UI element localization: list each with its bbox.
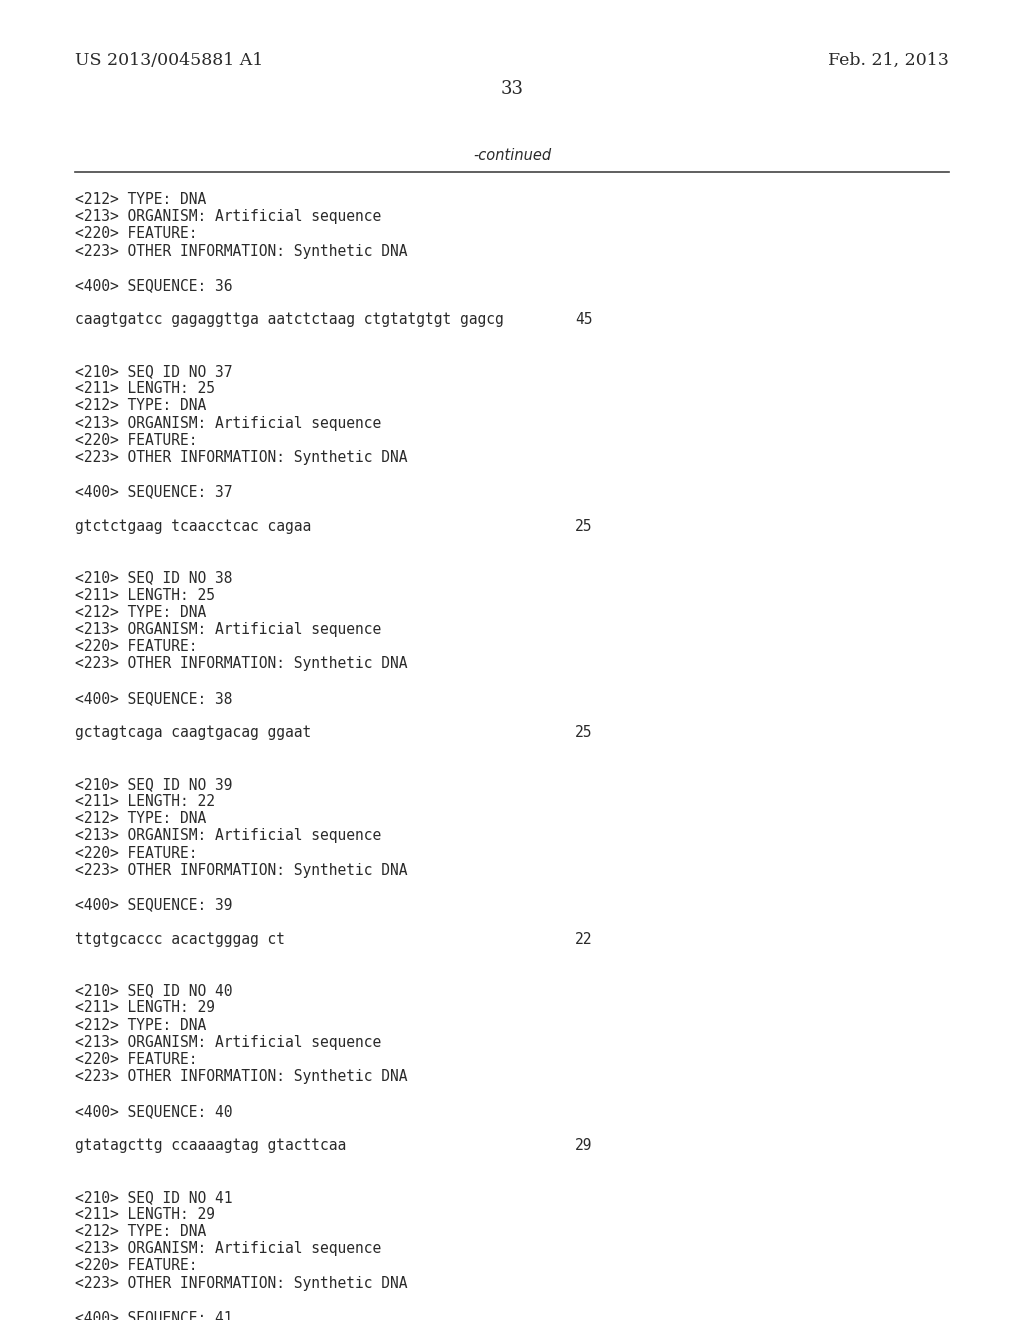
Text: <220> FEATURE:: <220> FEATURE: bbox=[75, 846, 198, 861]
Text: <223> OTHER INFORMATION: Synthetic DNA: <223> OTHER INFORMATION: Synthetic DNA bbox=[75, 450, 408, 465]
Text: 25: 25 bbox=[575, 519, 593, 533]
Text: 45: 45 bbox=[575, 313, 593, 327]
Text: <210> SEQ ID NO 41: <210> SEQ ID NO 41 bbox=[75, 1189, 232, 1205]
Text: <212> TYPE: DNA: <212> TYPE: DNA bbox=[75, 1018, 206, 1032]
Text: <213> ORGANISM: Artificial sequence: <213> ORGANISM: Artificial sequence bbox=[75, 829, 381, 843]
Text: <400> SEQUENCE: 37: <400> SEQUENCE: 37 bbox=[75, 484, 232, 499]
Text: <223> OTHER INFORMATION: Synthetic DNA: <223> OTHER INFORMATION: Synthetic DNA bbox=[75, 244, 408, 259]
Text: <210> SEQ ID NO 40: <210> SEQ ID NO 40 bbox=[75, 983, 232, 998]
Text: <223> OTHER INFORMATION: Synthetic DNA: <223> OTHER INFORMATION: Synthetic DNA bbox=[75, 1275, 408, 1291]
Text: <212> TYPE: DNA: <212> TYPE: DNA bbox=[75, 1224, 206, 1239]
Text: <400> SEQUENCE: 40: <400> SEQUENCE: 40 bbox=[75, 1104, 232, 1118]
Text: <220> FEATURE:: <220> FEATURE: bbox=[75, 433, 198, 447]
Text: <210> SEQ ID NO 38: <210> SEQ ID NO 38 bbox=[75, 570, 232, 585]
Text: <210> SEQ ID NO 37: <210> SEQ ID NO 37 bbox=[75, 364, 232, 379]
Text: <211> LENGTH: 29: <211> LENGTH: 29 bbox=[75, 1001, 215, 1015]
Text: US 2013/0045881 A1: US 2013/0045881 A1 bbox=[75, 51, 263, 69]
Text: <213> ORGANISM: Artificial sequence: <213> ORGANISM: Artificial sequence bbox=[75, 622, 381, 638]
Text: <211> LENGTH: 29: <211> LENGTH: 29 bbox=[75, 1206, 215, 1222]
Text: <211> LENGTH: 22: <211> LENGTH: 22 bbox=[75, 795, 215, 809]
Text: 33: 33 bbox=[501, 81, 523, 98]
Text: <220> FEATURE:: <220> FEATURE: bbox=[75, 1258, 198, 1274]
Text: <210> SEQ ID NO 39: <210> SEQ ID NO 39 bbox=[75, 776, 232, 792]
Text: <400> SEQUENCE: 38: <400> SEQUENCE: 38 bbox=[75, 690, 232, 706]
Text: <212> TYPE: DNA: <212> TYPE: DNA bbox=[75, 191, 206, 207]
Text: <220> FEATURE:: <220> FEATURE: bbox=[75, 639, 198, 655]
Text: <211> LENGTH: 25: <211> LENGTH: 25 bbox=[75, 587, 215, 603]
Text: <220> FEATURE:: <220> FEATURE: bbox=[75, 227, 198, 242]
Text: <223> OTHER INFORMATION: Synthetic DNA: <223> OTHER INFORMATION: Synthetic DNA bbox=[75, 863, 408, 878]
Text: 25: 25 bbox=[575, 725, 593, 741]
Text: <400> SEQUENCE: 36: <400> SEQUENCE: 36 bbox=[75, 279, 232, 293]
Text: <400> SEQUENCE: 39: <400> SEQUENCE: 39 bbox=[75, 898, 232, 912]
Text: gctagtcaga caagtgacag ggaat: gctagtcaga caagtgacag ggaat bbox=[75, 725, 311, 741]
Text: gtctctgaag tcaacctcac cagaa: gtctctgaag tcaacctcac cagaa bbox=[75, 519, 311, 533]
Text: <213> ORGANISM: Artificial sequence: <213> ORGANISM: Artificial sequence bbox=[75, 1035, 381, 1049]
Text: <211> LENGTH: 25: <211> LENGTH: 25 bbox=[75, 381, 215, 396]
Text: ttgtgcaccc acactgggag ct: ttgtgcaccc acactgggag ct bbox=[75, 932, 285, 946]
Text: <212> TYPE: DNA: <212> TYPE: DNA bbox=[75, 605, 206, 620]
Text: <220> FEATURE:: <220> FEATURE: bbox=[75, 1052, 198, 1067]
Text: Feb. 21, 2013: Feb. 21, 2013 bbox=[828, 51, 949, 69]
Text: -continued: -continued bbox=[473, 148, 551, 162]
Text: <213> ORGANISM: Artificial sequence: <213> ORGANISM: Artificial sequence bbox=[75, 1241, 381, 1257]
Text: <400> SEQUENCE: 41: <400> SEQUENCE: 41 bbox=[75, 1309, 232, 1320]
Text: 22: 22 bbox=[575, 932, 593, 946]
Text: <212> TYPE: DNA: <212> TYPE: DNA bbox=[75, 812, 206, 826]
Text: caagtgatcc gagaggttga aatctctaag ctgtatgtgt gagcg: caagtgatcc gagaggttga aatctctaag ctgtatg… bbox=[75, 313, 504, 327]
Text: <213> ORGANISM: Artificial sequence: <213> ORGANISM: Artificial sequence bbox=[75, 209, 381, 224]
Text: <213> ORGANISM: Artificial sequence: <213> ORGANISM: Artificial sequence bbox=[75, 416, 381, 430]
Text: <212> TYPE: DNA: <212> TYPE: DNA bbox=[75, 399, 206, 413]
Text: gtatagcttg ccaaaagtag gtacttcaa: gtatagcttg ccaaaagtag gtacttcaa bbox=[75, 1138, 346, 1152]
Text: <223> OTHER INFORMATION: Synthetic DNA: <223> OTHER INFORMATION: Synthetic DNA bbox=[75, 1069, 408, 1084]
Text: <223> OTHER INFORMATION: Synthetic DNA: <223> OTHER INFORMATION: Synthetic DNA bbox=[75, 656, 408, 672]
Text: 29: 29 bbox=[575, 1138, 593, 1152]
